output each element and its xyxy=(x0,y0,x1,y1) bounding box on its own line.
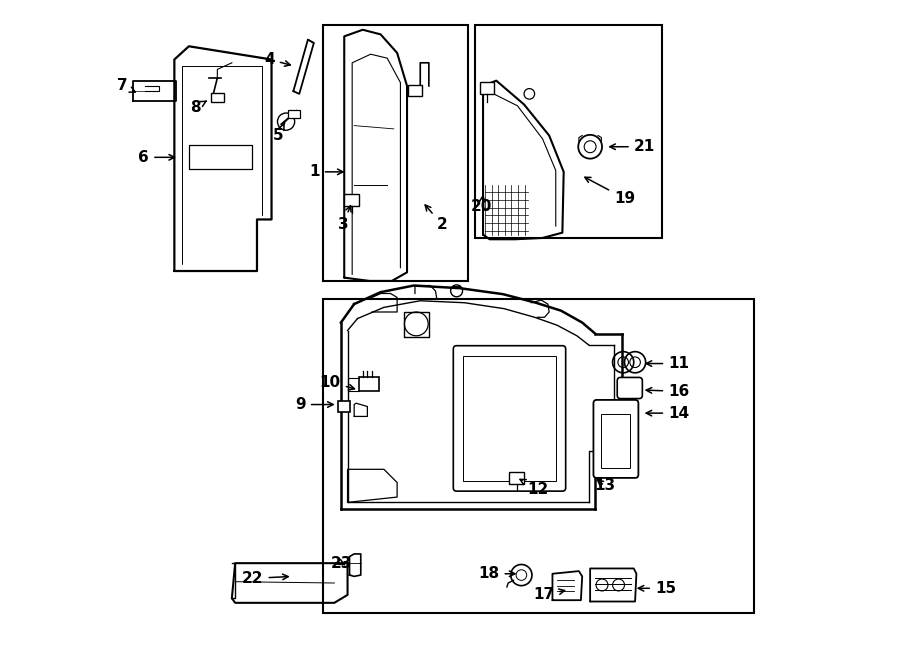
FancyBboxPatch shape xyxy=(509,472,524,484)
Text: 23: 23 xyxy=(331,556,353,570)
FancyBboxPatch shape xyxy=(323,299,754,613)
Text: 22: 22 xyxy=(242,571,288,586)
Text: 13: 13 xyxy=(594,479,616,493)
FancyBboxPatch shape xyxy=(475,25,662,238)
Text: 18: 18 xyxy=(479,566,515,581)
FancyBboxPatch shape xyxy=(464,356,556,481)
Text: 19: 19 xyxy=(585,177,635,206)
FancyBboxPatch shape xyxy=(617,377,643,399)
Text: 16: 16 xyxy=(646,384,689,399)
Text: 7: 7 xyxy=(117,79,135,93)
Text: 14: 14 xyxy=(646,406,689,420)
Text: 17: 17 xyxy=(534,588,564,602)
FancyBboxPatch shape xyxy=(344,194,359,206)
FancyBboxPatch shape xyxy=(288,110,300,118)
FancyBboxPatch shape xyxy=(593,400,638,478)
Text: 15: 15 xyxy=(638,581,676,596)
Text: 9: 9 xyxy=(295,397,333,412)
Text: 4: 4 xyxy=(265,52,291,67)
FancyBboxPatch shape xyxy=(454,346,566,491)
FancyBboxPatch shape xyxy=(211,93,224,102)
FancyBboxPatch shape xyxy=(338,401,349,412)
Text: 3: 3 xyxy=(338,206,351,232)
FancyBboxPatch shape xyxy=(409,85,421,96)
Text: 21: 21 xyxy=(610,139,655,154)
FancyBboxPatch shape xyxy=(600,414,630,468)
Text: 1: 1 xyxy=(310,165,343,179)
Text: 5: 5 xyxy=(273,123,284,143)
FancyBboxPatch shape xyxy=(480,82,494,94)
Text: 10: 10 xyxy=(320,375,355,390)
FancyBboxPatch shape xyxy=(323,25,468,281)
Text: 11: 11 xyxy=(646,356,689,371)
Text: 6: 6 xyxy=(139,150,175,165)
Text: 12: 12 xyxy=(520,479,549,496)
Text: 2: 2 xyxy=(425,205,447,232)
Text: 20: 20 xyxy=(472,196,492,214)
FancyBboxPatch shape xyxy=(359,377,379,391)
Text: 8: 8 xyxy=(190,100,206,114)
